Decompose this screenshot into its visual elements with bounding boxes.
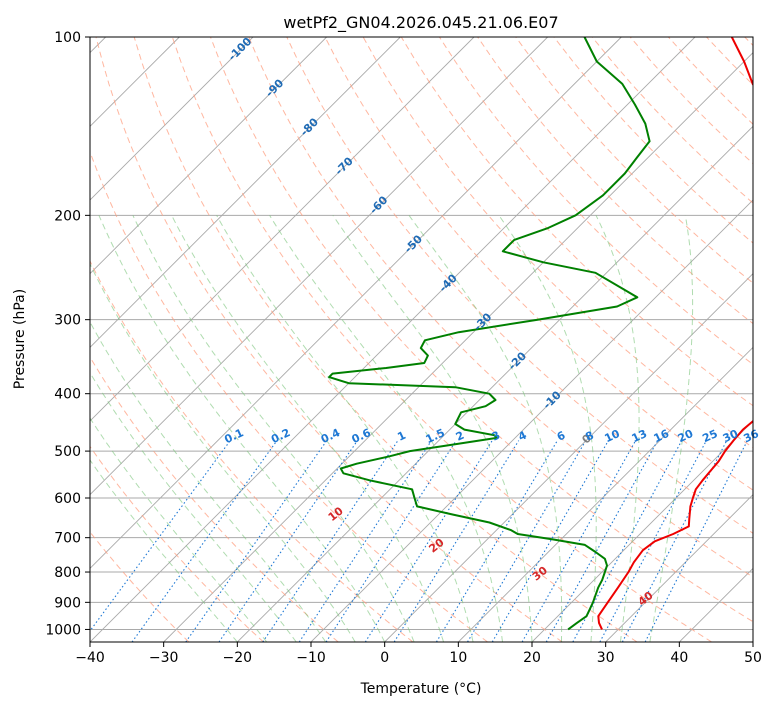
mixing-ratio-line — [521, 440, 637, 642]
mixing-ratio-label: 25 — [700, 427, 719, 445]
isotherm-line — [90, 37, 622, 569]
dry-adiabat-line — [90, 445, 264, 642]
moist-adiabat-line — [171, 215, 445, 642]
mixing-ratio-label: 36 — [741, 427, 761, 445]
plot-frame — [89, 36, 754, 643]
mixing-ratio-line — [218, 440, 358, 642]
mixing-ratio-line — [491, 440, 609, 642]
profile-lines — [328, 37, 753, 631]
dry-adiabat-line — [515, 37, 753, 284]
mixing-ratio-line — [621, 440, 728, 642]
x-tick-label: 50 — [744, 650, 762, 666]
moist-adiabat-line — [649, 215, 694, 642]
moist-adiabat-line — [90, 262, 356, 642]
dewpoint-line — [328, 37, 651, 631]
y-tick-label: 900 — [54, 595, 81, 611]
mixing-ratio-line — [393, 440, 520, 642]
dry-adiabat-line — [286, 37, 753, 534]
dry-adiabat-line — [210, 37, 753, 623]
y-tick-label: 800 — [54, 565, 81, 581]
x-tick-label: 10 — [449, 650, 467, 666]
y-tick-label: 100 — [54, 30, 81, 46]
y-tick-label: 700 — [54, 531, 81, 547]
isotherm-line — [163, 52, 753, 642]
mixing-ratio-line — [131, 440, 278, 642]
moist-adiabat-line — [269, 215, 503, 642]
moist-adiabat-line — [90, 459, 238, 642]
x-axis-label: Temperature (°C) — [360, 681, 482, 697]
isotherm-line — [90, 37, 327, 275]
y-tick-label: 200 — [54, 208, 81, 224]
mixing-ratio-label: 10 — [602, 427, 622, 445]
dry-adiabat-line — [324, 37, 753, 491]
dry-adiabat-line — [95, 37, 563, 642]
dry-adiabat-line — [171, 37, 712, 642]
mixing-ratio-label: 30 — [721, 427, 741, 445]
y-tick-label: 1000 — [45, 622, 81, 638]
plot-area — [90, 37, 753, 642]
moist-adiabat-line — [90, 321, 327, 642]
isotherm-line — [605, 494, 753, 642]
mixing-ratio-line — [467, 440, 587, 642]
moist-adiabat-line — [595, 215, 640, 642]
moist-adiabat-line — [90, 417, 268, 642]
mixing-ratio-line — [644, 440, 748, 642]
mixing-ratio-line — [435, 440, 558, 642]
moist-adiabat-line — [408, 215, 563, 642]
x-tick-label: −30 — [149, 650, 179, 666]
moist-adiabat-line — [332, 215, 533, 642]
mixing-ratio-line — [185, 440, 328, 642]
moist-adiabat-line — [498, 215, 597, 642]
x-tick-label: 30 — [597, 650, 615, 666]
y-tick-label: 500 — [54, 444, 81, 460]
x-tick-label: −20 — [223, 650, 253, 666]
mixing-ratio-line — [90, 440, 231, 632]
isotherm-line — [531, 420, 753, 642]
x-tick-label: 0 — [380, 650, 389, 666]
y-tick-label: 600 — [54, 491, 81, 507]
isotherm-line — [90, 37, 548, 496]
dry-adiabat-line — [248, 37, 753, 578]
x-tick-label: 40 — [670, 650, 688, 666]
isotherm-line — [384, 273, 753, 642]
isotherm-line — [90, 37, 254, 201]
dry-adiabat-line — [133, 37, 638, 642]
y-tick-label: 400 — [54, 387, 81, 403]
y-tick-label: 300 — [54, 313, 81, 329]
axes: −40 −30 −20 −10 0 10 20 30 40 50 100 200 300 400 500 60… — [45, 30, 762, 666]
x-tick-label: −10 — [296, 650, 326, 666]
mixing-ratio-label: 20 — [676, 427, 696, 445]
mixing-ratio-line — [298, 440, 432, 642]
isotherm-line — [90, 37, 696, 642]
isotherm-line — [90, 37, 475, 422]
mixing-ratio-line — [262, 440, 399, 642]
x-tick-label: −40 — [75, 650, 105, 666]
dry-adiabat-line — [90, 259, 414, 642]
moist-adiabat-line — [98, 215, 386, 642]
background-lines — [90, 37, 753, 642]
moist-adiabat-line — [90, 371, 297, 642]
y-axis-label: Pressure (hPa) — [12, 289, 28, 389]
isotherm-line — [90, 37, 401, 348]
temperature-line — [597, 37, 753, 630]
mixing-ratio-label: 13 — [630, 427, 649, 445]
chart-title: wetPf2_GN04.2026.045.21.06.E07 — [283, 13, 558, 33]
mixing-ratio-label: 16 — [652, 427, 672, 445]
x-tick-label: 20 — [523, 650, 541, 666]
dry-adiabat-line — [90, 356, 339, 642]
moist-adiabat-line — [132, 215, 415, 642]
isotherm-line — [237, 125, 753, 642]
